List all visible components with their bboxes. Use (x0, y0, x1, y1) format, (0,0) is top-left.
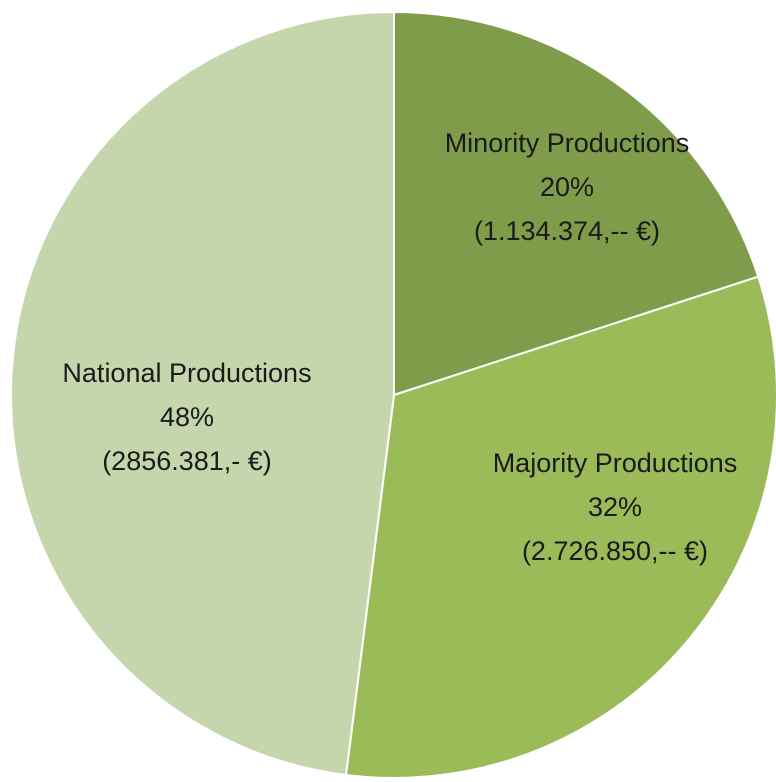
slice-category-label: Majority Productions (493, 448, 738, 478)
slice-amount-label: (1.134.374,-- €) (474, 216, 660, 246)
slice-amount-label: (2.726.850,-- €) (522, 536, 708, 566)
slice-category-label: Minority Productions (445, 128, 690, 158)
slice-amount-label: (2856.381,- €) (102, 446, 272, 476)
pie-slice (344, 275, 776, 779)
slice-value-label: 32% (588, 492, 642, 522)
slice-value-label: 20% (540, 172, 594, 202)
slice-category-label: National Productions (62, 358, 311, 388)
pie-slice (393, 10, 760, 397)
slice-value-label: 48% (160, 402, 214, 432)
pie-slice (9, 10, 395, 777)
